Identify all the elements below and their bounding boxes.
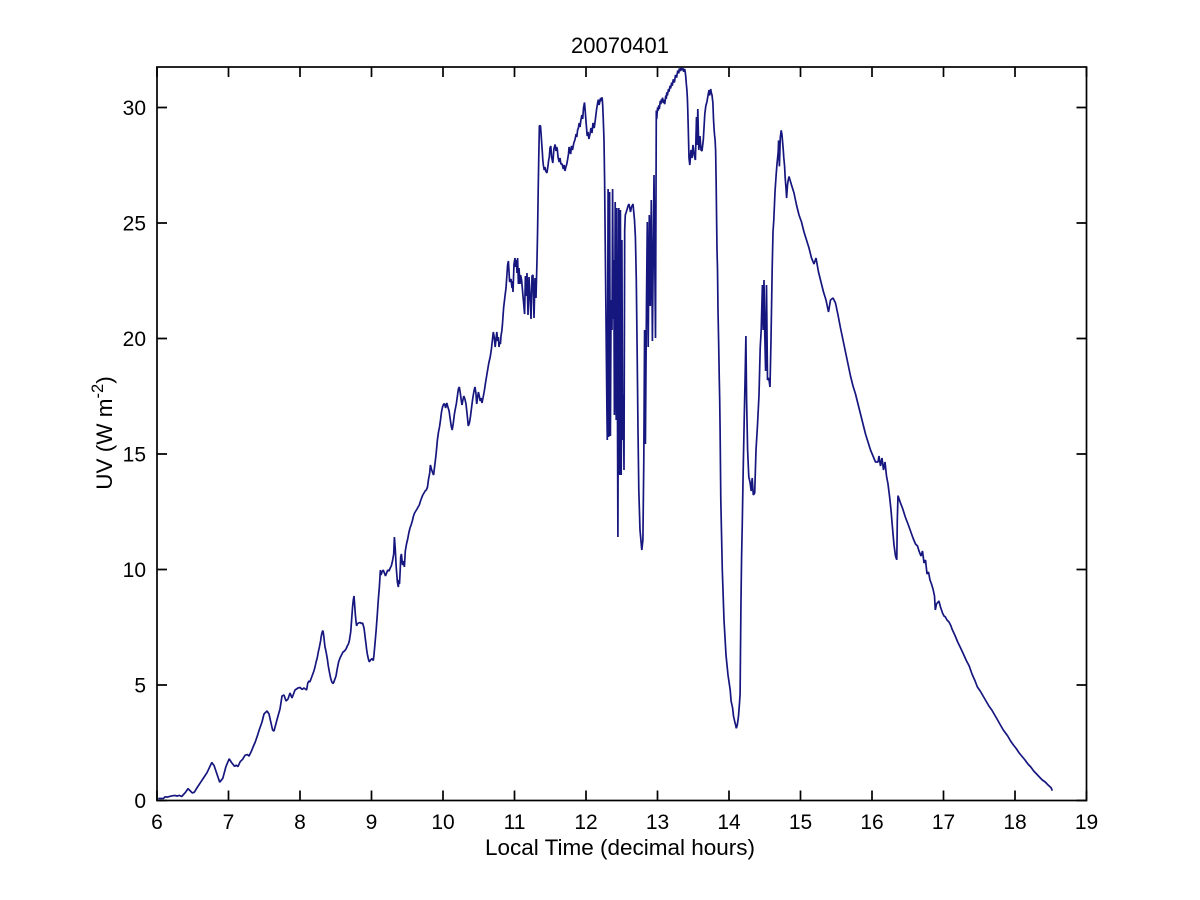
svg-text:13: 13 [646, 811, 669, 834]
svg-text:12: 12 [574, 811, 597, 834]
svg-text:15: 15 [789, 811, 812, 834]
svg-text:5: 5 [134, 675, 146, 698]
svg-text:UV (W m-2): UV (W m-2) [89, 376, 117, 489]
svg-text:10: 10 [431, 811, 454, 834]
svg-text:6: 6 [151, 811, 163, 834]
svg-text:15: 15 [123, 444, 146, 467]
svg-text:14: 14 [717, 811, 741, 834]
svg-text:9: 9 [366, 811, 378, 834]
svg-text:19: 19 [1075, 811, 1098, 834]
svg-text:Local Time (decimal hours): Local Time (decimal hours) [485, 835, 755, 860]
svg-text:16: 16 [860, 811, 883, 834]
svg-text:8: 8 [294, 811, 306, 834]
svg-text:11: 11 [504, 811, 526, 834]
svg-text:10: 10 [123, 559, 146, 582]
svg-text:7: 7 [223, 811, 235, 834]
svg-text:0: 0 [134, 790, 146, 813]
svg-text:30: 30 [123, 97, 146, 120]
svg-text:17: 17 [932, 811, 955, 834]
svg-text:20070401: 20070401 [571, 33, 669, 58]
svg-text:25: 25 [123, 213, 146, 236]
svg-text:20: 20 [123, 328, 146, 351]
svg-text:18: 18 [1003, 811, 1026, 834]
